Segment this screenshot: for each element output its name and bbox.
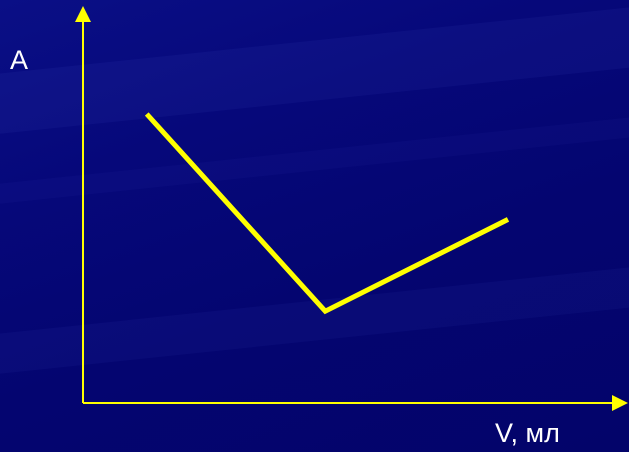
x-axis-label: V, мл — [495, 418, 560, 448]
series-line-0 — [144, 112, 510, 315]
series-layer — [144, 112, 510, 315]
y-axis-label: A — [10, 45, 29, 75]
